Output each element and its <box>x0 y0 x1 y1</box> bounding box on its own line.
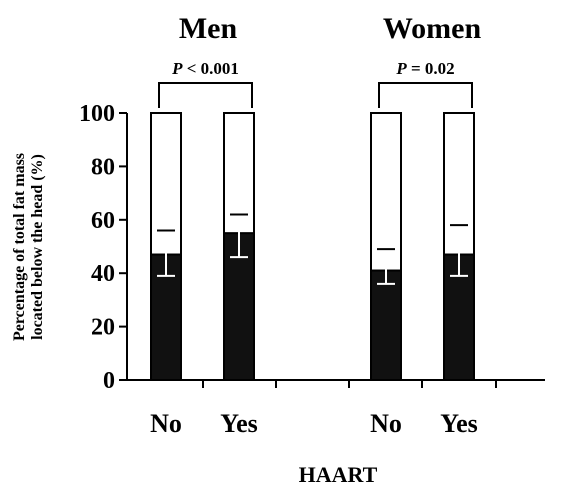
y-axis-label: Percentage of total fat mass located bel… <box>11 153 46 341</box>
x-axis-label: HAART <box>299 462 378 487</box>
y-tick-label: 80 <box>91 154 115 180</box>
y-axis-label-line2: located below the head (%) <box>29 154 46 340</box>
y-tick-label: 20 <box>91 315 115 341</box>
group-title-men: Men <box>179 12 238 45</box>
bar-women-no <box>370 269 402 381</box>
y-axis-label-line1: Percentage of total fat mass <box>11 153 28 341</box>
x-tick-label: No <box>150 409 182 438</box>
plot-area: 0 20 40 60 80 100 No Yes P < 0.001 No Yes P = 0.02 <box>79 59 545 438</box>
p-value-label: P < 0.001 <box>171 59 239 78</box>
x-tick-label: No <box>370 409 402 438</box>
significance-bracket <box>378 82 473 108</box>
group-title-women: Women <box>383 12 482 45</box>
y-tick-label: 60 <box>91 208 115 234</box>
y-tick-label: 0 <box>103 368 115 394</box>
y-tick-label: 40 <box>91 261 115 287</box>
y-tick-label: 100 <box>79 101 115 127</box>
x-tick-label: Yes <box>440 409 478 438</box>
p-value-label: P = 0.02 <box>395 59 454 78</box>
x-tick-label: Yes <box>220 409 258 438</box>
significance-bracket <box>158 82 253 108</box>
